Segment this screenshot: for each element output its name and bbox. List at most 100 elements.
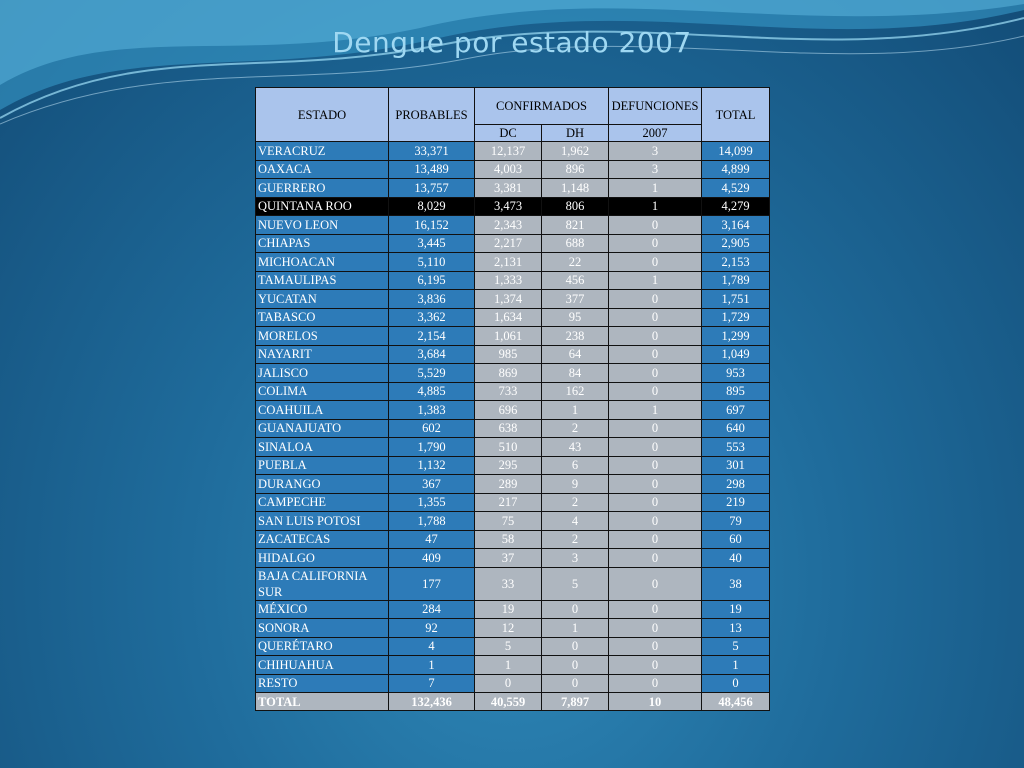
header-probables: PROBABLES [388, 87, 475, 142]
cell-total: 38 [701, 566, 770, 601]
cell-estado: MORELOS [255, 326, 389, 346]
cell-estado: VERACRUZ [255, 141, 389, 161]
cell-total: 1,789 [701, 270, 770, 290]
cell-defunciones: 0 [608, 215, 702, 235]
cell-estado: SAN LUIS POTOSI [255, 511, 389, 531]
table-row: BAJA CALIFORNIA SUR 177 33 5 0 38 [255, 566, 770, 601]
cell-dc: 1 [474, 655, 542, 675]
table-row: MICHOACAN 5,110 2,131 22 0 2,153 [255, 252, 770, 272]
cell-probables: 16,152 [388, 215, 475, 235]
slide-title: Dengue por estado 2007 [332, 26, 692, 59]
total-dc: 40,559 [474, 692, 542, 711]
cell-estado: NAYARIT [255, 344, 389, 364]
cell-probables: 367 [388, 474, 475, 494]
cell-defunciones: 1 [608, 400, 702, 420]
cell-defunciones: 0 [608, 381, 702, 401]
table-row: HIDALGO 409 37 3 0 40 [255, 548, 770, 568]
cell-dh: 821 [541, 215, 609, 235]
cell-probables: 284 [388, 599, 475, 619]
cell-defunciones: 0 [608, 344, 702, 364]
cell-dh: 238 [541, 326, 609, 346]
cell-dc: 1,333 [474, 270, 542, 290]
cell-dh: 1,962 [541, 141, 609, 161]
table-row: TABASCO 3,362 1,634 95 0 1,729 [255, 307, 770, 327]
cell-dh: 95 [541, 307, 609, 327]
cell-dh: 2 [541, 418, 609, 438]
cell-estado: BAJA CALIFORNIA SUR [255, 566, 389, 601]
table-row: CHIAPAS 3,445 2,217 688 0 2,905 [255, 233, 770, 253]
cell-total: 953 [701, 363, 770, 383]
cell-total: 219 [701, 492, 770, 512]
cell-dc: 1,061 [474, 326, 542, 346]
cell-estado: CHIHUAHUA [255, 655, 389, 675]
cell-dc: 295 [474, 455, 542, 475]
cell-probables: 33,371 [388, 141, 475, 161]
cell-probables: 4 [388, 636, 475, 656]
cell-defunciones: 0 [608, 618, 702, 638]
cell-defunciones: 0 [608, 599, 702, 619]
cell-defunciones: 0 [608, 289, 702, 309]
cell-probables: 409 [388, 548, 475, 568]
cell-defunciones: 0 [608, 673, 702, 693]
cell-total: 1,049 [701, 344, 770, 364]
cell-total: 1 [701, 655, 770, 675]
cell-dc: 289 [474, 474, 542, 494]
total-label: TOTAL [255, 692, 389, 711]
cell-dc: 985 [474, 344, 542, 364]
cell-estado: SONORA [255, 618, 389, 638]
cell-estado: JALISCO [255, 363, 389, 383]
table-row: GUERRERO 13,757 3,381 1,148 1 4,529 [255, 178, 770, 198]
cell-probables: 3,836 [388, 289, 475, 309]
cell-dc: 696 [474, 400, 542, 420]
cell-dh: 5 [541, 566, 609, 601]
cell-dh: 377 [541, 289, 609, 309]
cell-defunciones: 0 [608, 474, 702, 494]
table-row: PUEBLA 1,132 295 6 0 301 [255, 455, 770, 475]
cell-estado: QUERÉTARO [255, 636, 389, 656]
cell-estado: DURANGO [255, 474, 389, 494]
cell-defunciones: 0 [608, 529, 702, 549]
table-row: SAN LUIS POTOSI 1,788 75 4 0 79 [255, 511, 770, 531]
cell-dh: 2 [541, 492, 609, 512]
table-row: GUANAJUATO 602 638 2 0 640 [255, 418, 770, 438]
cell-estado: CAMPECHE [255, 492, 389, 512]
table-body: VERACRUZ 33,371 12,137 1,962 3 14,099 OAXACA 13… [255, 141, 770, 693]
cell-total: 4,899 [701, 159, 770, 179]
cell-probables: 5,529 [388, 363, 475, 383]
cell-estado: OAXACA [255, 159, 389, 179]
cell-probables: 3,362 [388, 307, 475, 327]
cell-total: 697 [701, 400, 770, 420]
cell-dc: 37 [474, 548, 542, 568]
table-row: DURANGO 367 289 9 0 298 [255, 474, 770, 494]
cell-defunciones: 0 [608, 492, 702, 512]
cell-probables: 1,790 [388, 437, 475, 457]
cell-estado: GUANAJUATO [255, 418, 389, 438]
cell-estado: HIDALGO [255, 548, 389, 568]
table-row: ZACATECAS 47 58 2 0 60 [255, 529, 770, 549]
cell-estado: MÉXICO [255, 599, 389, 619]
cell-probables: 1,355 [388, 492, 475, 512]
total-dh: 7,897 [541, 692, 609, 711]
cell-dc: 33 [474, 566, 542, 601]
table-row: MÉXICO 284 19 0 0 19 [255, 599, 770, 619]
table-row: SONORA 92 12 1 0 13 [255, 618, 770, 638]
cell-total: 0 [701, 673, 770, 693]
cell-probables: 13,489 [388, 159, 475, 179]
cell-estado: ZACATECAS [255, 529, 389, 549]
cell-defunciones: 0 [608, 548, 702, 568]
header-defunciones: DEFUNCIONES [608, 87, 702, 125]
cell-dh: 688 [541, 233, 609, 253]
table-row: NAYARIT 3,684 985 64 0 1,049 [255, 344, 770, 364]
table-row: TAMAULIPAS 6,195 1,333 456 1 1,789 [255, 270, 770, 290]
total-total: 48,456 [701, 692, 770, 711]
cell-dh: 2 [541, 529, 609, 549]
cell-dc: 638 [474, 418, 542, 438]
decorative-wave [0, 0, 1024, 125]
cell-dc: 19 [474, 599, 542, 619]
cell-probables: 177 [388, 566, 475, 601]
cell-dc: 1,634 [474, 307, 542, 327]
cell-dh: 1 [541, 400, 609, 420]
cell-defunciones: 0 [608, 233, 702, 253]
table-row: MORELOS 2,154 1,061 238 0 1,299 [255, 326, 770, 346]
cell-estado: COLIMA [255, 381, 389, 401]
